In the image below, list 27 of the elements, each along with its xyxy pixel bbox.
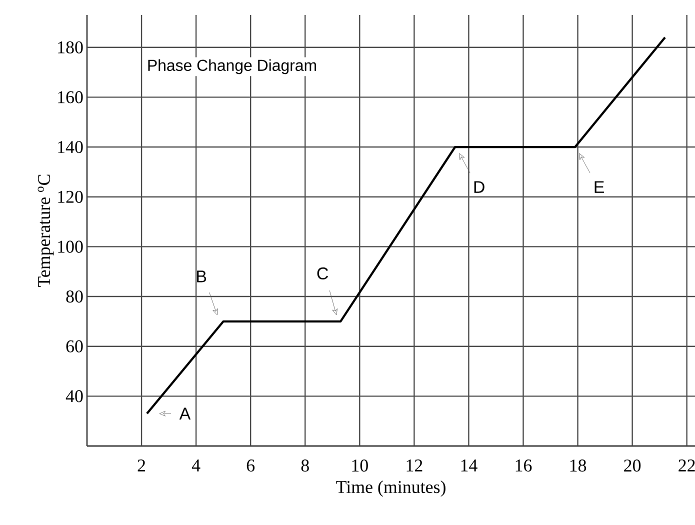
y-tick-label: 60: [66, 340, 83, 352]
annotation: A: [179, 408, 191, 420]
annotation: D: [474, 181, 484, 193]
x-tick-label: 18: [570, 460, 586, 472]
annotation: E: [594, 181, 604, 193]
y-tick-label: 160: [58, 91, 83, 104]
annotation: B: [197, 270, 206, 282]
y-tick-label: 40: [66, 390, 83, 402]
text: Phase Change Diagram: [148, 59, 316, 74]
x-tick-label: 14: [461, 460, 478, 472]
x-tick-label: 20: [624, 460, 641, 472]
x-tick-label: 4: [192, 460, 200, 472]
x-tick-label: 2: [138, 460, 146, 472]
annotation: C: [317, 267, 328, 280]
y-tick-label: 180: [58, 41, 83, 54]
x-axis-title: Time (minutes): [336, 480, 446, 497]
x-tick-label: 12: [406, 460, 422, 472]
x-tick-label: 16: [516, 460, 532, 472]
x-tick-label: 10: [352, 460, 368, 472]
y-axis-title: Temperature $^{o}$C: [38, 174, 54, 287]
y-tick-label: 80: [66, 290, 83, 303]
x-tick-label: 6: [246, 460, 255, 472]
y-tick-label: 140: [58, 140, 83, 154]
y-tick-label: 120: [58, 190, 83, 203]
x-tick-label: 22: [678, 460, 695, 472]
y-tick-label: 100: [58, 240, 83, 253]
x-tick-label: 8: [301, 460, 309, 472]
